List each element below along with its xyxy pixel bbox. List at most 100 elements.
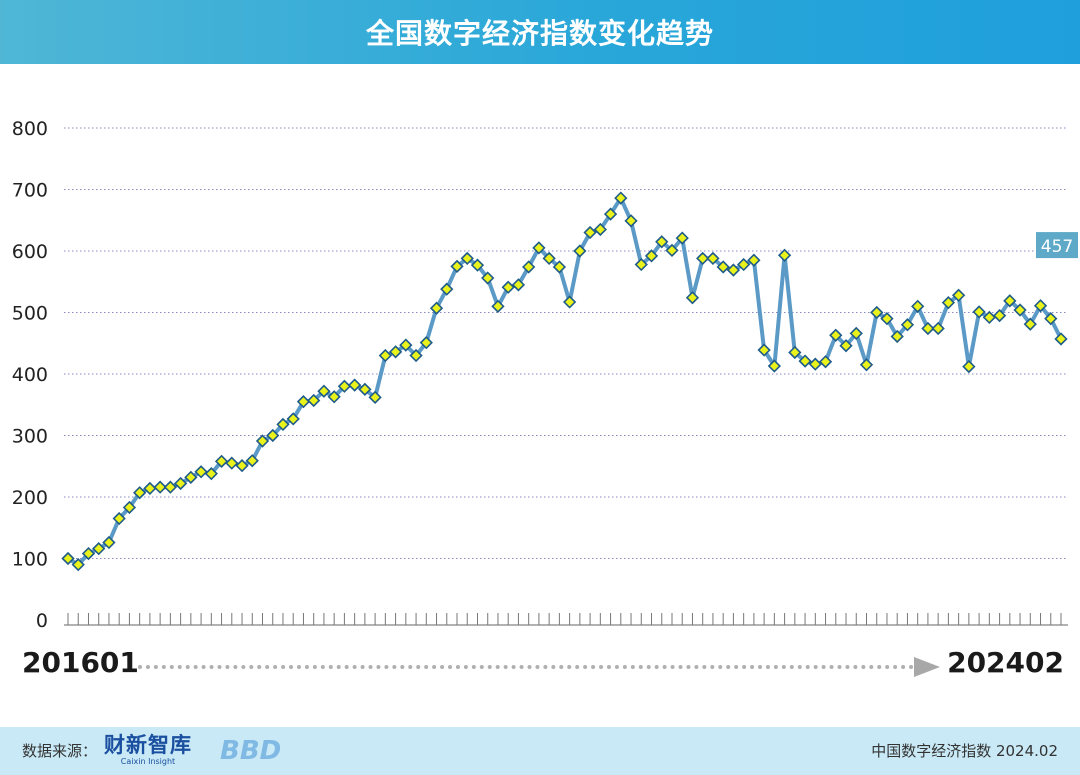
data-point	[890, 329, 904, 344]
data-point	[450, 259, 464, 274]
data-point	[1003, 294, 1017, 308]
data-point	[61, 551, 75, 566]
data-point	[71, 558, 85, 572]
data-point	[839, 339, 853, 353]
data-point	[348, 378, 362, 392]
y-tick-label: 600	[12, 241, 48, 263]
caixin-insight-logo: 财新智库 Caixin Insight	[104, 733, 192, 766]
data-point	[552, 260, 567, 274]
data-point	[951, 288, 966, 302]
logo-cn-text: 财新智库	[104, 733, 192, 757]
source-label: 数据来源：	[22, 742, 98, 760]
data-point	[511, 278, 526, 292]
y-tick-label: 0	[36, 610, 48, 632]
data-point	[81, 546, 96, 561]
data-point	[614, 191, 628, 205]
data-point	[399, 338, 413, 352]
data-point	[92, 542, 106, 556]
data-point	[542, 251, 556, 266]
data-point	[1033, 299, 1048, 313]
chart-title: 全国数字经济指数变化趋势	[365, 17, 714, 50]
data-point	[900, 318, 915, 332]
data-point	[757, 343, 771, 357]
data-point	[870, 305, 884, 320]
data-point	[562, 295, 577, 309]
footer-index-label: 中国数字经济指数 2024.02	[871, 742, 1058, 760]
y-tick-label: 300	[12, 426, 48, 448]
footer: 数据来源： 财新智库 Caixin Insight BBD 中国数字经济指数 2…	[0, 727, 1080, 775]
dotted-arrow-line	[138, 665, 914, 669]
data-point	[624, 214, 638, 228]
data-point	[931, 321, 945, 336]
data-point	[522, 260, 536, 274]
data-point	[685, 291, 700, 305]
data-point	[481, 271, 495, 285]
data-point	[317, 384, 331, 398]
data-point	[859, 358, 874, 372]
data-point	[255, 434, 270, 448]
data-point	[501, 280, 515, 294]
data-point	[153, 480, 167, 494]
data-point	[849, 326, 863, 341]
data-point	[992, 308, 1007, 323]
data-point	[532, 241, 546, 255]
data-point	[122, 500, 137, 515]
data-point	[235, 459, 249, 473]
y-tick-label: 100	[12, 549, 48, 571]
data-point	[429, 301, 444, 315]
line-chart: 0 100 200 300 400 500 600 700 800 457	[12, 118, 1078, 632]
data-point	[1054, 332, 1068, 346]
data-point	[644, 249, 659, 263]
data-point	[593, 222, 607, 237]
data-point	[767, 359, 781, 373]
data-point	[491, 299, 505, 313]
y-tick-label: 200	[12, 487, 48, 509]
y-tick-label: 700	[12, 180, 48, 202]
data-point	[808, 357, 822, 371]
data-point	[1044, 312, 1058, 326]
data-point	[798, 354, 812, 368]
data-point	[143, 481, 157, 496]
data-point	[777, 248, 792, 262]
data-point	[972, 305, 986, 319]
data-point	[184, 470, 198, 484]
data-point	[276, 417, 290, 432]
data-point	[286, 412, 300, 426]
data-point	[266, 428, 280, 443]
data-point	[296, 395, 311, 409]
data-point	[409, 348, 423, 363]
data-point	[716, 260, 730, 274]
data-point	[788, 345, 802, 360]
data-point	[726, 263, 741, 277]
data-point	[634, 257, 648, 272]
data-point	[327, 390, 341, 404]
data-point	[245, 454, 259, 468]
time-range-bar: 201601 202402	[0, 640, 1080, 696]
data-point	[1013, 303, 1027, 317]
chart-header: 全国数字经济指数变化趋势	[0, 0, 1080, 64]
data-point	[706, 251, 720, 266]
data-point	[163, 480, 178, 494]
data-point	[337, 379, 352, 393]
data-point	[818, 355, 833, 369]
data-point	[470, 258, 485, 272]
data-point	[655, 235, 669, 249]
data-point	[675, 231, 689, 245]
data-point	[358, 382, 372, 397]
data-point	[583, 225, 597, 240]
data-point	[204, 466, 218, 481]
logo-en-text: Caixin Insight	[120, 757, 176, 766]
data-point	[911, 299, 925, 313]
data-point	[962, 359, 976, 374]
data-point	[747, 253, 761, 267]
data-point	[921, 321, 935, 336]
data-point	[102, 535, 116, 550]
arrow-right-icon	[914, 657, 940, 677]
range-start-label: 201601	[22, 646, 139, 679]
data-point	[133, 486, 147, 500]
last-value-badge	[1036, 232, 1078, 259]
data-point	[460, 251, 474, 266]
data-point	[603, 207, 618, 221]
y-tick-label: 400	[12, 364, 48, 386]
data-point	[737, 257, 751, 272]
